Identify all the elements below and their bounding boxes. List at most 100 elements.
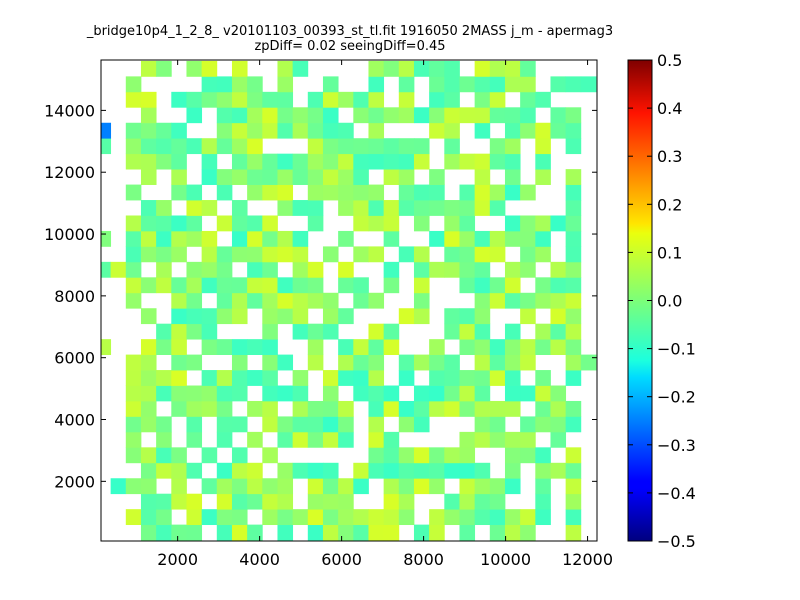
heatmap-cell bbox=[459, 76, 476, 93]
heatmap-cell bbox=[565, 230, 582, 247]
heatmap-cell bbox=[489, 153, 506, 170]
heatmap-cell bbox=[368, 339, 385, 355]
heatmap-cell bbox=[459, 447, 476, 464]
heatmap-cell bbox=[292, 277, 309, 294]
heatmap-cell bbox=[292, 261, 309, 278]
heatmap-cell bbox=[413, 277, 430, 294]
heatmap-cell bbox=[322, 400, 339, 417]
heatmap-cell bbox=[459, 385, 476, 402]
heatmap-cell bbox=[277, 277, 294, 294]
heatmap-cell bbox=[353, 292, 369, 309]
heatmap-cell bbox=[307, 493, 324, 510]
heatmap-cell bbox=[353, 462, 369, 479]
heatmap-cell bbox=[307, 277, 324, 294]
heatmap-cell bbox=[338, 509, 354, 526]
heatmap-cell bbox=[565, 370, 582, 386]
heatmap-cell bbox=[383, 169, 400, 185]
heatmap-cell bbox=[247, 215, 263, 232]
heatmap-cell bbox=[413, 200, 430, 216]
colorbar-tick-label: −0.4 bbox=[657, 484, 696, 503]
heatmap-cell bbox=[565, 308, 582, 325]
heatmap-cell bbox=[383, 447, 400, 464]
heatmap-cell bbox=[444, 370, 460, 386]
heatmap-cell bbox=[565, 339, 582, 355]
y-tick-label: 14000 bbox=[44, 101, 95, 120]
heatmap-cell bbox=[262, 107, 278, 124]
heatmap-cell bbox=[413, 524, 430, 541]
heatmap-cell bbox=[368, 385, 385, 402]
heatmap-cell bbox=[474, 478, 491, 495]
y-tick-label: 8000 bbox=[54, 287, 95, 306]
heatmap-cell bbox=[504, 261, 521, 278]
heatmap-cell bbox=[550, 339, 567, 355]
heatmap-cell bbox=[156, 509, 172, 526]
heatmap-cell bbox=[504, 370, 521, 386]
heatmap-cell bbox=[504, 138, 521, 155]
heatmap-cell bbox=[565, 354, 582, 371]
heatmap-cell bbox=[565, 261, 582, 278]
heatmap-cell bbox=[383, 277, 400, 294]
heatmap-cell bbox=[504, 169, 521, 185]
heatmap-cell bbox=[101, 138, 112, 155]
heatmap-cell bbox=[550, 107, 567, 124]
heatmap-cell bbox=[338, 431, 354, 448]
heatmap-cell bbox=[140, 246, 157, 263]
heatmap-cell bbox=[489, 138, 506, 155]
heatmap-cell bbox=[429, 354, 445, 371]
heatmap-cell bbox=[171, 308, 187, 325]
heatmap-cell bbox=[429, 509, 445, 526]
heatmap-cell bbox=[353, 169, 369, 185]
heatmap-cell bbox=[322, 91, 339, 108]
heatmap-cell bbox=[231, 76, 248, 93]
heatmap-cell bbox=[292, 431, 309, 448]
heatmap-cell bbox=[292, 60, 309, 77]
heatmap-cell bbox=[550, 323, 567, 340]
heatmap-cell bbox=[338, 370, 354, 386]
heatmap-cell bbox=[565, 493, 582, 510]
heatmap-cell bbox=[262, 493, 278, 510]
heatmap-cell bbox=[247, 122, 263, 139]
heatmap-cell bbox=[383, 493, 400, 510]
heatmap-cell bbox=[201, 91, 218, 108]
heatmap-cell bbox=[247, 76, 263, 93]
heatmap-cell bbox=[429, 339, 445, 355]
heatmap-cell bbox=[216, 493, 233, 510]
heatmap-cell bbox=[171, 277, 187, 294]
colorbar-tick-label: 0.2 bbox=[657, 195, 682, 214]
heatmap-cell bbox=[292, 107, 309, 124]
heatmap-cell bbox=[489, 277, 506, 294]
heatmap-cell bbox=[368, 200, 385, 216]
heatmap-cell bbox=[368, 447, 385, 464]
heatmap-cell bbox=[474, 200, 491, 216]
heatmap-cell bbox=[383, 462, 400, 479]
heatmap-cell bbox=[520, 76, 536, 93]
heatmap-cell bbox=[186, 200, 203, 216]
heatmap-cell bbox=[413, 138, 430, 155]
heatmap-cell bbox=[322, 122, 339, 139]
heatmap-cell bbox=[353, 354, 369, 371]
heatmap-cell bbox=[504, 431, 521, 448]
heatmap-cell bbox=[398, 60, 415, 77]
heatmap-cell bbox=[489, 107, 506, 124]
heatmap-cell bbox=[489, 493, 506, 510]
heatmap-cell bbox=[535, 169, 551, 185]
heatmap-cell bbox=[520, 184, 536, 201]
heatmap-cell bbox=[368, 184, 385, 201]
heatmap-cell bbox=[368, 153, 385, 170]
heatmap-cell bbox=[125, 76, 142, 93]
heatmap-cell bbox=[550, 308, 567, 325]
heatmap-cell bbox=[474, 385, 491, 402]
heatmap-cell bbox=[231, 493, 248, 510]
heatmap-cell bbox=[125, 138, 142, 155]
heatmap-cell bbox=[535, 462, 551, 479]
heatmap-cell bbox=[489, 478, 506, 495]
heatmap-cell bbox=[413, 416, 430, 433]
heatmap-cell bbox=[201, 323, 218, 340]
heatmap-cell bbox=[368, 107, 385, 124]
heatmap-cell bbox=[231, 524, 248, 541]
heatmap-cell bbox=[216, 478, 233, 495]
heatmap-cell bbox=[216, 524, 233, 541]
heatmap-cell bbox=[565, 184, 582, 201]
heatmap-cell bbox=[307, 339, 324, 355]
heatmap-cell bbox=[262, 385, 278, 402]
